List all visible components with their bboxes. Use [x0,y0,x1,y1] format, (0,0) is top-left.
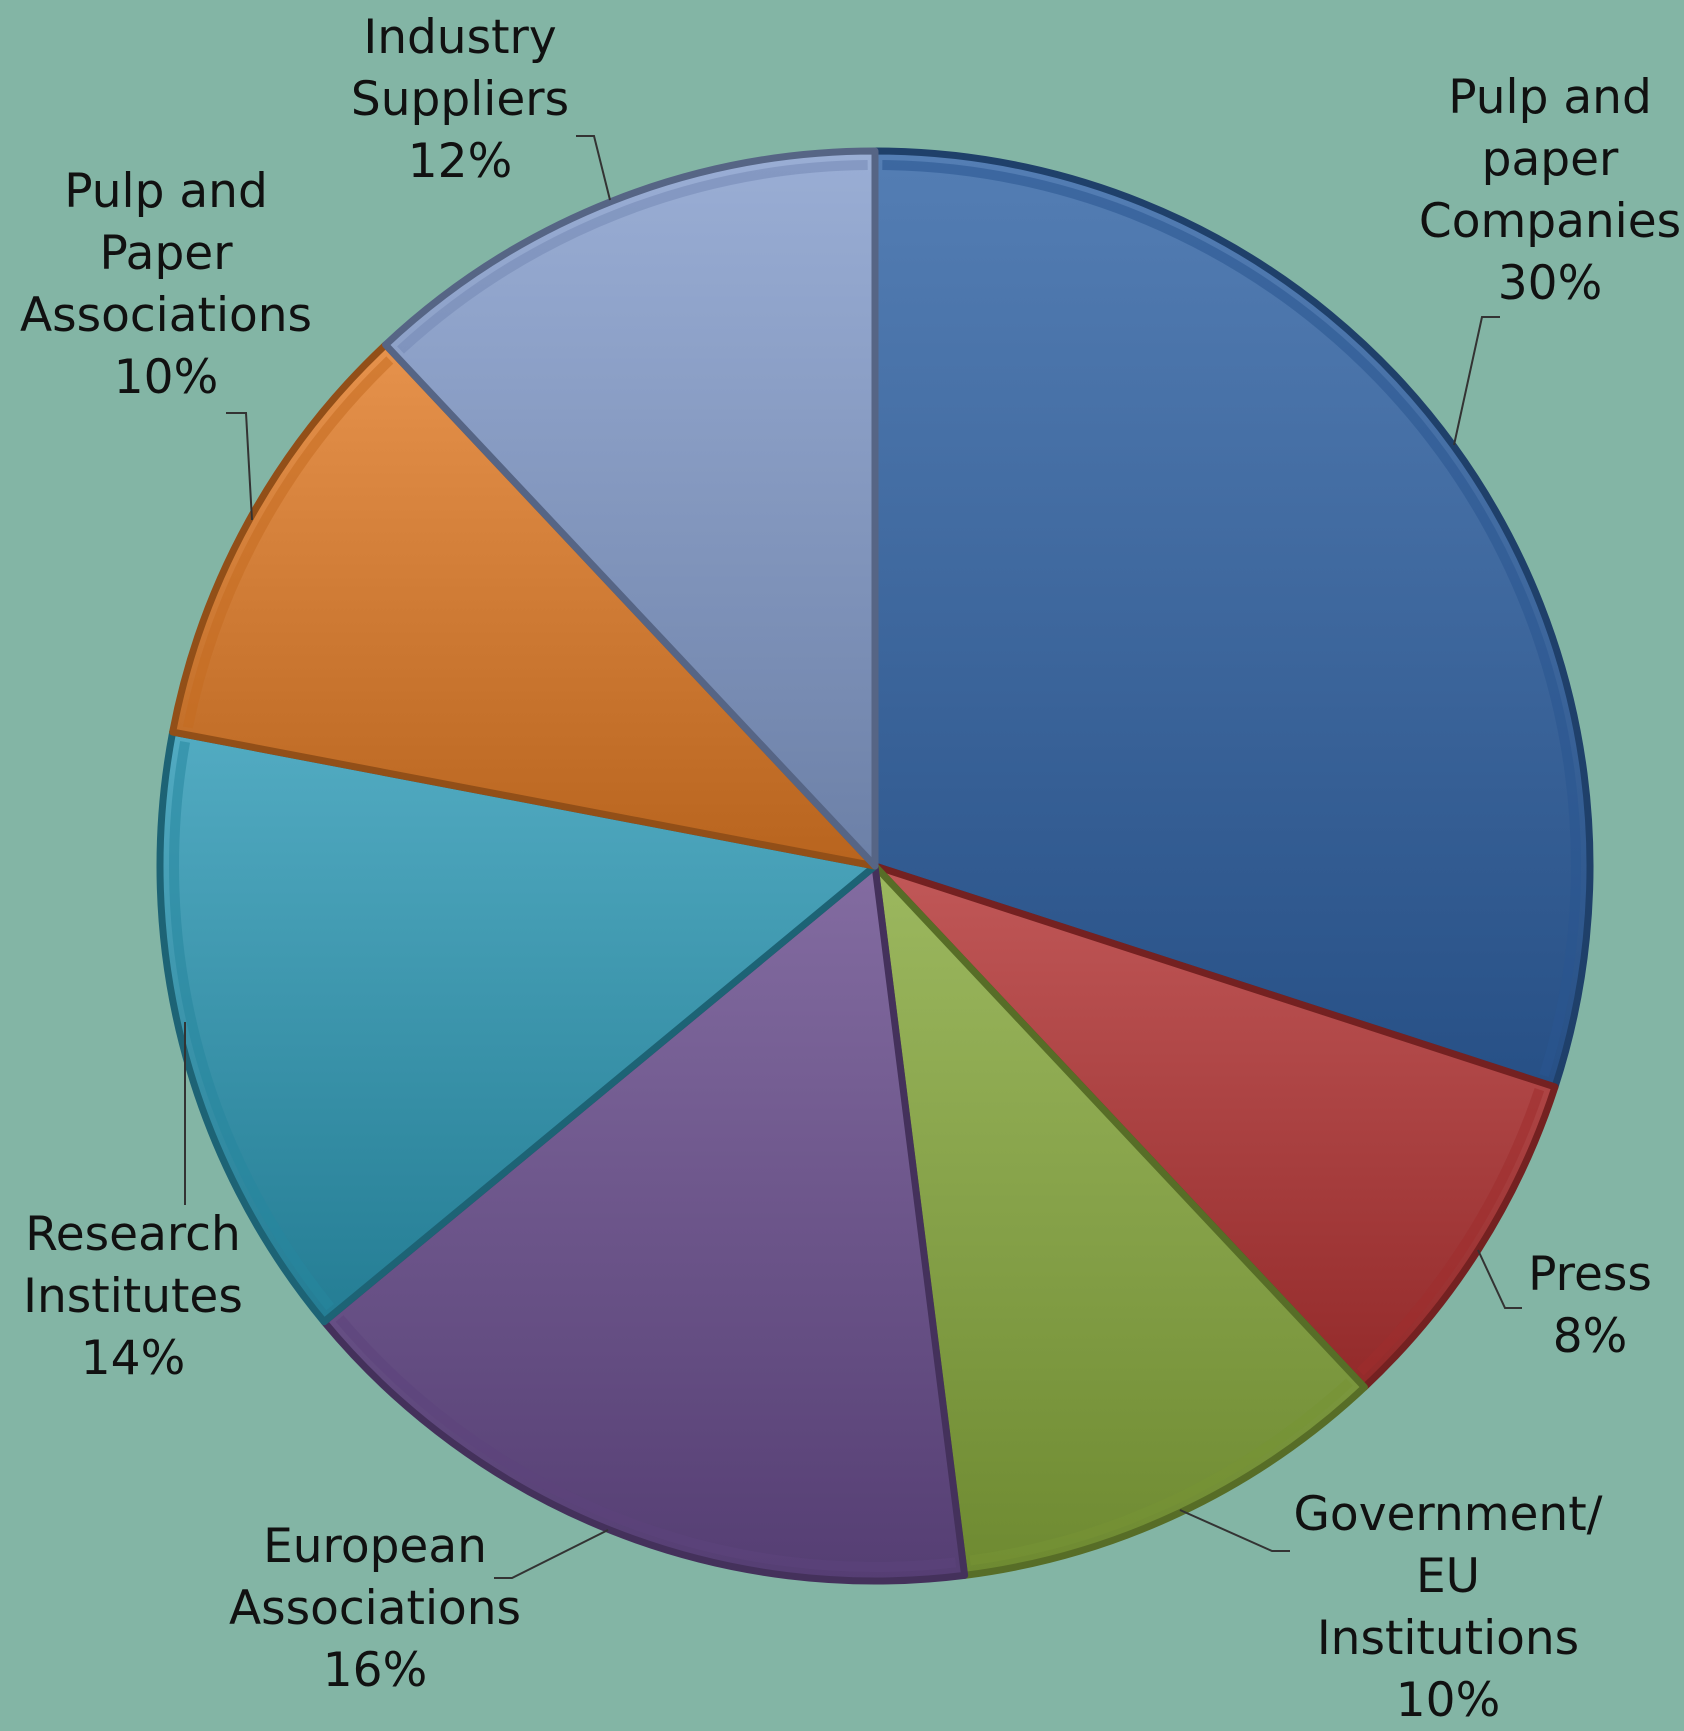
slice-label-line: Institutions [1317,1611,1579,1666]
slice-label-industry-suppliers: Industry Suppliers 12% [351,10,569,189]
slice-label-line: Institutes [23,1269,243,1324]
slice-label-line: Industry [363,10,556,65]
slice-label-pulp-and-paper-companies: Pulp and paper Companies 30% [1419,70,1681,311]
slice-label-line: Press [1528,1247,1652,1302]
slice-percent-research-institutes: 14% [81,1331,185,1386]
pie-slice-pulp-and-paper-associations [169,341,879,870]
slice-label-line: Associations [229,1581,521,1636]
leader-line-government-eu-institutions [1179,1509,1290,1552]
pie-slice-industry-suppliers [382,147,879,870]
slice-percent-government-eu-institutions: 10% [1396,1673,1500,1728]
slice-label-line: Paper [99,226,233,281]
slice-label-pulp-and-paper-associations: Pulp and Paper Associations 10% [20,164,312,405]
slice-label-line: Research [25,1207,241,1262]
slice-label-line: Suppliers [351,72,569,127]
leader-line-european-associations [494,1529,609,1579]
slice-label-research-institutes: Research Institutes 14% [23,1207,243,1386]
slice-label-line: Pulp and [1448,70,1652,125]
slice-label-line: Companies [1419,194,1681,249]
pie-slice-bevel-european-associations [335,1315,957,1572]
slice-percent-pulp-and-paper-associations: 10% [114,350,218,405]
leader-line-pulp-and-paper-associations [226,412,253,521]
pie-slice-bevel-pulp-and-paper-companies [882,160,1581,1078]
slice-percent-european-associations: 16% [323,1643,427,1698]
slice-label-european-associations: European Associations 16% [229,1519,521,1698]
pie-slice-press [871,862,1559,1391]
leader-lines [184,135,1522,1579]
slice-label-line: Government/ [1294,1487,1603,1542]
slice-label-line: Associations [20,288,312,343]
slice-label-line: Pulp and [64,164,268,219]
slice-percent-press: 8% [1553,1309,1628,1364]
slice-labels: Pulp and paper Companies 30% Press 8% Governme… [20,10,1681,1728]
leader-line-pulp-and-paper-companies [1453,316,1500,446]
pie-slice-bevel-research-institutes [169,740,335,1311]
slice-label-line: European [263,1519,487,1574]
pie-slice-bevel-press [1356,1087,1545,1376]
leader-line-industry-suppliers [576,135,611,201]
pie-slice-pulp-and-paper-companies [871,147,1594,1091]
pie-slices [156,147,1594,1585]
slice-percent-pulp-and-paper-companies: 30% [1498,256,1602,311]
pie-slice-european-associations [320,862,969,1585]
pie-slice-bevel-pulp-and-paper-associations [182,356,394,729]
slice-label-press: Press 8% [1528,1247,1652,1364]
slice-percent-industry-suppliers: 12% [408,134,512,189]
slice-label-line: paper [1482,132,1619,187]
leader-line-press [1477,1249,1522,1309]
pie-slice-research-institutes [156,728,879,1326]
pie-slice-bevel-government-eu-institutions [969,1378,1353,1566]
pie-slice-government-eu-institutions [871,862,1368,1579]
pie-slice-bevel-industry-suppliers [397,160,868,354]
slice-label-government-eu-institutions: Government/EU Institutions 10% [1294,1487,1603,1728]
slice-label-line: EU [1416,1549,1480,1604]
